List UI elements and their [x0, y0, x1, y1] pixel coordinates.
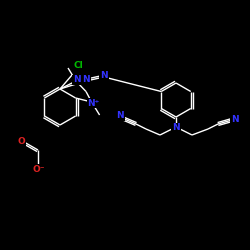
Text: N⁺: N⁺	[88, 98, 100, 108]
Text: N: N	[82, 76, 90, 84]
Text: N: N	[73, 76, 81, 84]
Text: N: N	[231, 114, 239, 124]
Text: O: O	[17, 136, 25, 145]
Text: N: N	[100, 72, 108, 80]
Text: O⁻: O⁻	[33, 164, 45, 173]
Text: Cl: Cl	[73, 60, 83, 70]
Text: N: N	[116, 112, 124, 120]
Text: N: N	[172, 124, 180, 132]
